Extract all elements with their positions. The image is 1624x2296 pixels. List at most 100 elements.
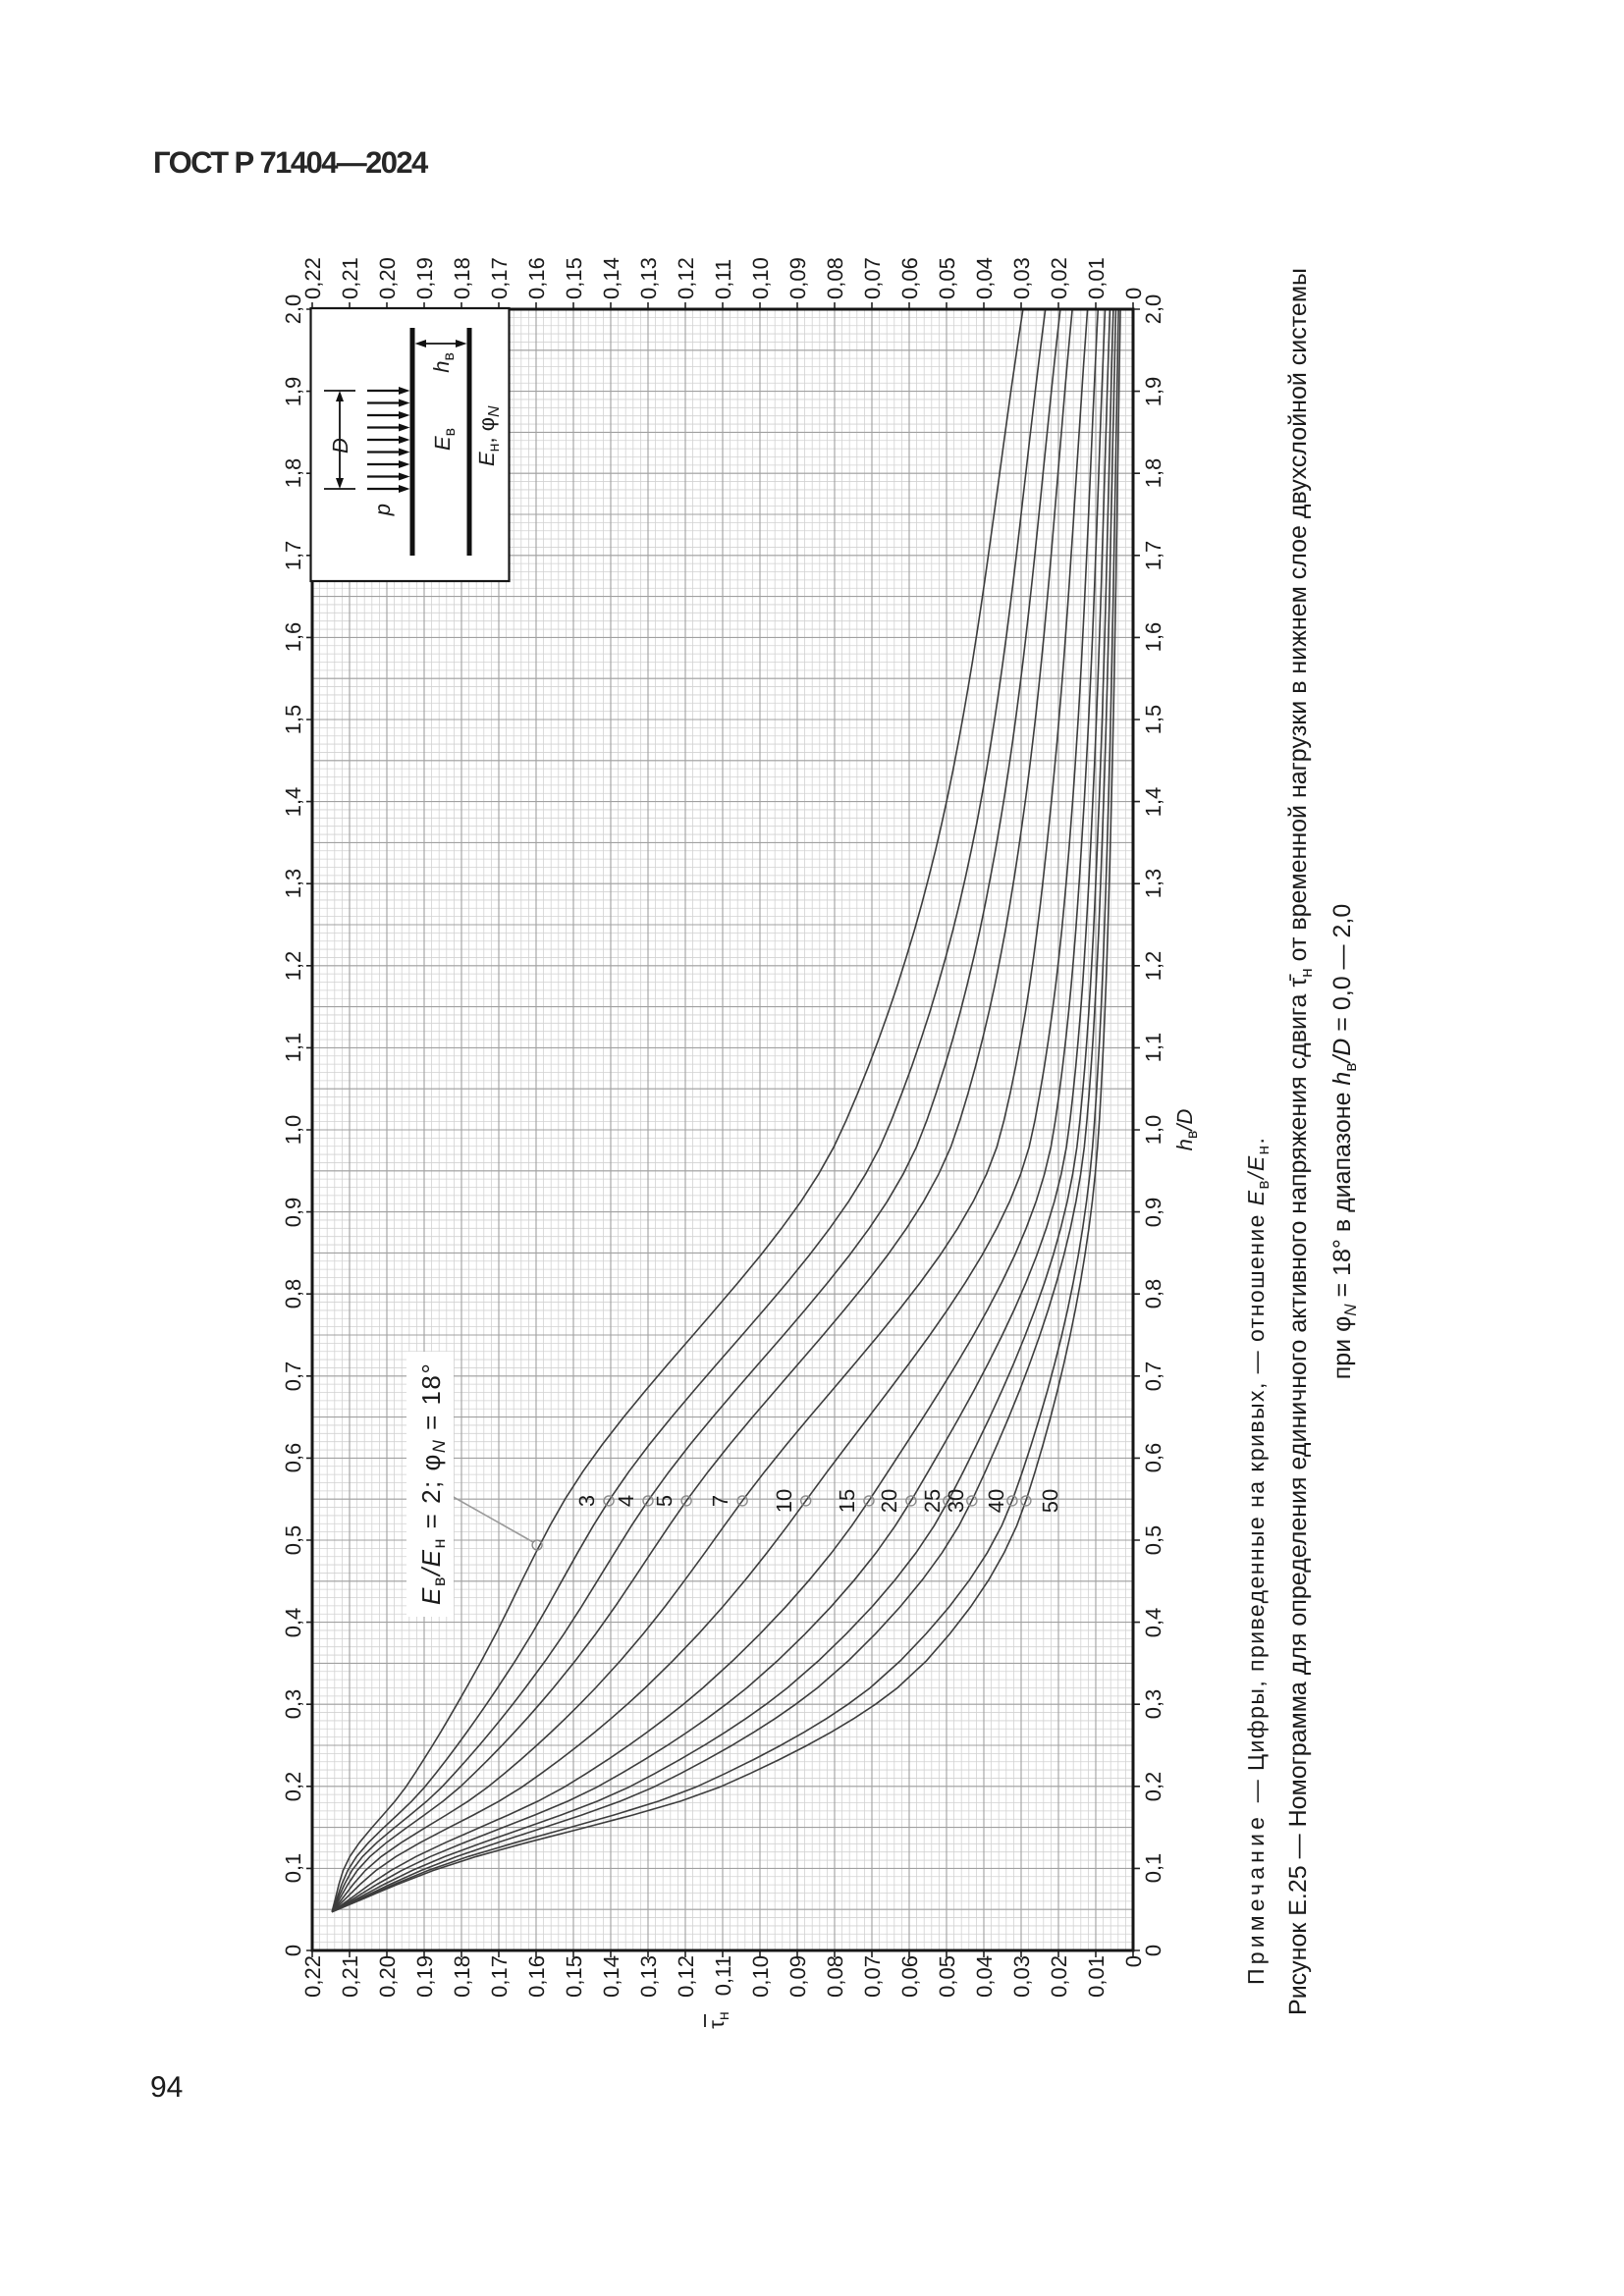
svg-text:25: 25 xyxy=(920,1489,945,1513)
svg-text:1,5: 1,5 xyxy=(1141,705,1165,735)
svg-text:0,03: 0,03 xyxy=(1009,1955,1034,1998)
svg-text:0,4: 0,4 xyxy=(281,1608,305,1638)
svg-text:0,7: 0,7 xyxy=(1141,1362,1165,1392)
svg-text:1,1: 1,1 xyxy=(281,1033,305,1063)
svg-text:1,7: 1,7 xyxy=(1141,541,1165,571)
svg-text:10: 10 xyxy=(772,1489,796,1513)
svg-text:0,19: 0,19 xyxy=(412,257,437,299)
svg-text:5: 5 xyxy=(652,1495,677,1507)
svg-text:40: 40 xyxy=(984,1489,1008,1513)
svg-text:0,9: 0,9 xyxy=(1141,1198,1165,1228)
svg-text:0,6: 0,6 xyxy=(1141,1443,1165,1473)
svg-text:0,08: 0,08 xyxy=(823,1955,847,1998)
svg-text:0,3: 0,3 xyxy=(281,1689,305,1720)
svg-text:0,21: 0,21 xyxy=(338,257,362,299)
svg-text:0,21: 0,21 xyxy=(338,1955,362,1998)
svg-text:2,0: 2,0 xyxy=(1141,294,1165,325)
svg-text:0,1: 0,1 xyxy=(1141,1853,1165,1884)
svg-text:Примечание — Цифры, приведенны: Примечание — Цифры, приведенные на кривы… xyxy=(1243,1137,1272,1985)
svg-text:1,4: 1,4 xyxy=(281,787,305,818)
svg-text:0,22: 0,22 xyxy=(300,257,325,299)
svg-text:0,12: 0,12 xyxy=(674,1955,698,1998)
svg-text:0,08: 0,08 xyxy=(823,257,847,299)
svg-text:Eв: Eв xyxy=(430,428,459,451)
svg-text:0,04: 0,04 xyxy=(972,257,997,299)
svg-text:1,6: 1,6 xyxy=(1141,622,1165,653)
svg-text:0,06: 0,06 xyxy=(897,1955,922,1998)
svg-text:0,2: 0,2 xyxy=(281,1772,305,1802)
svg-text:0,9: 0,9 xyxy=(281,1198,305,1228)
svg-text:0,17: 0,17 xyxy=(487,1955,512,1998)
svg-text:0,11: 0,11 xyxy=(711,1955,735,1996)
svg-text:0,01: 0,01 xyxy=(1084,1955,1109,1998)
svg-text:0,01: 0,01 xyxy=(1084,257,1109,299)
svg-text:p: p xyxy=(370,504,395,516)
svg-text:0,2: 0,2 xyxy=(1141,1772,1165,1802)
svg-text:0,05: 0,05 xyxy=(935,1955,959,1998)
svg-text:0,02: 0,02 xyxy=(1047,1955,1071,1998)
svg-text:0,10: 0,10 xyxy=(748,1955,773,1998)
svg-text:0,4: 0,4 xyxy=(1141,1608,1165,1638)
svg-text:1,5: 1,5 xyxy=(281,705,305,735)
svg-text:0,03: 0,03 xyxy=(1009,257,1034,299)
svg-text:0,05: 0,05 xyxy=(935,257,959,299)
svg-text:0,17: 0,17 xyxy=(487,257,512,299)
svg-text:1,8: 1,8 xyxy=(1141,458,1165,489)
svg-text:3: 3 xyxy=(574,1495,599,1507)
svg-text:0: 0 xyxy=(1121,288,1146,299)
svg-text:0,22: 0,22 xyxy=(300,1955,325,1998)
svg-text:0,7: 0,7 xyxy=(281,1362,305,1392)
svg-text:0,04: 0,04 xyxy=(972,1955,997,1998)
svg-text:0,14: 0,14 xyxy=(599,1955,623,1998)
svg-text:1,3: 1,3 xyxy=(1141,869,1165,899)
svg-text:30: 30 xyxy=(944,1489,968,1513)
svg-text:94: 94 xyxy=(150,2071,183,2104)
svg-text:0,07: 0,07 xyxy=(860,257,885,299)
svg-text:0,20: 0,20 xyxy=(375,257,400,299)
svg-text:0,16: 0,16 xyxy=(524,257,549,299)
svg-text:0,09: 0,09 xyxy=(785,257,810,299)
svg-text:0,12: 0,12 xyxy=(674,257,698,299)
svg-text:1,2: 1,2 xyxy=(281,951,305,982)
svg-text:0,8: 0,8 xyxy=(281,1279,305,1309)
svg-text:0,20: 0,20 xyxy=(375,1955,400,1998)
svg-text:0: 0 xyxy=(1121,1955,1146,1967)
svg-text:1,6: 1,6 xyxy=(281,622,305,653)
svg-text:4: 4 xyxy=(614,1495,638,1507)
svg-text:0,14: 0,14 xyxy=(599,257,623,299)
svg-text:0,11: 0,11 xyxy=(711,259,735,299)
svg-text:Eв/Eн = 2; φN = 18°: Eв/Eн = 2; φN = 18° xyxy=(416,1362,449,1605)
svg-text:1,7: 1,7 xyxy=(281,541,305,571)
svg-text:hв: hв xyxy=(429,352,458,373)
svg-text:50: 50 xyxy=(1038,1489,1062,1513)
svg-text:0,5: 0,5 xyxy=(1141,1525,1165,1556)
svg-text:0: 0 xyxy=(1141,1945,1165,1956)
svg-text:1,0: 1,0 xyxy=(1141,1115,1165,1146)
svg-text:0,19: 0,19 xyxy=(412,1955,437,1998)
svg-text:1,2: 1,2 xyxy=(1141,951,1165,982)
svg-text:0,02: 0,02 xyxy=(1047,257,1071,299)
svg-text:0,15: 0,15 xyxy=(562,1955,586,1998)
svg-text:0,18: 0,18 xyxy=(450,257,474,299)
svg-text:1,8: 1,8 xyxy=(281,458,305,489)
svg-text:ГОСТ Р 71404—2024: ГОСТ Р 71404—2024 xyxy=(153,145,429,180)
svg-text:0,6: 0,6 xyxy=(281,1443,305,1473)
svg-text:7: 7 xyxy=(708,1495,732,1507)
svg-text:0,13: 0,13 xyxy=(636,257,661,299)
svg-text:0,06: 0,06 xyxy=(897,257,922,299)
svg-text:1,9: 1,9 xyxy=(1141,377,1165,407)
svg-text:0,8: 0,8 xyxy=(1141,1279,1165,1309)
svg-text:1,1: 1,1 xyxy=(1141,1033,1165,1063)
svg-text:0,07: 0,07 xyxy=(860,1955,885,1998)
svg-text:15: 15 xyxy=(835,1489,859,1513)
svg-text:0,13: 0,13 xyxy=(636,1955,661,1998)
svg-text:при φN = 18° в диапазоне hв/D: при φN = 18° в диапазоне hв/D = 0,0 — 2,… xyxy=(1328,904,1360,1380)
svg-text:20: 20 xyxy=(877,1489,901,1513)
svg-text:0,10: 0,10 xyxy=(748,257,773,299)
svg-text:0,15: 0,15 xyxy=(562,257,586,299)
svg-text:D: D xyxy=(328,438,352,454)
svg-text:0,5: 0,5 xyxy=(281,1525,305,1556)
svg-text:1,3: 1,3 xyxy=(281,869,305,899)
svg-text:0,1: 0,1 xyxy=(281,1853,305,1884)
svg-text:1,0: 1,0 xyxy=(281,1115,305,1146)
